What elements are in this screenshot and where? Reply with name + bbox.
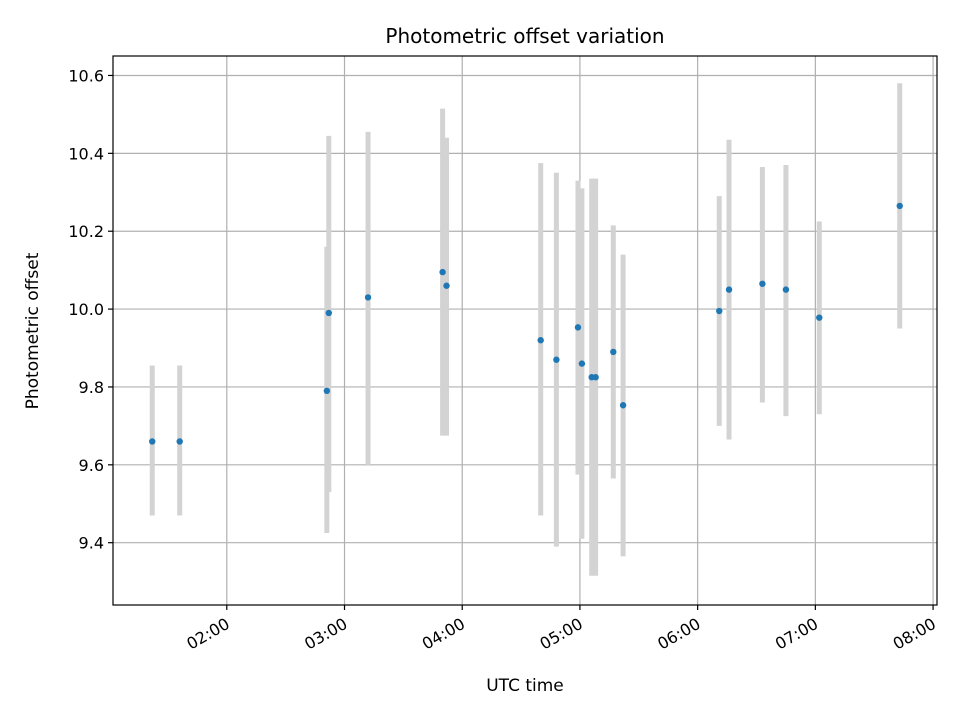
y-axis: 9.4 9.6 9.8 10.0 10.2 10.4 10.6	[68, 66, 113, 553]
data-point	[716, 307, 723, 315]
data-point	[323, 387, 331, 395]
y-axis-title: Photometric offset	[23, 252, 43, 409]
data-point	[896, 202, 903, 210]
data-point	[149, 438, 156, 445]
y-tick-label: 10.2	[68, 222, 104, 241]
plot-frame	[112, 55, 938, 606]
data-point	[176, 438, 183, 445]
chart-title: Photometric offset variation	[385, 24, 664, 48]
data-point	[816, 314, 823, 321]
data-point	[759, 280, 766, 287]
data-point	[578, 360, 586, 367]
y-tick-label: 9.8	[79, 378, 104, 397]
y-tick-label: 10.6	[68, 66, 104, 85]
data-point	[537, 337, 544, 344]
data-point	[574, 324, 582, 331]
data-point	[782, 286, 790, 293]
grid-lines	[113, 56, 937, 605]
data-point	[364, 294, 372, 301]
x-axis-title: UTC time	[486, 676, 564, 696]
data-point	[443, 282, 450, 289]
y-tick-label: 10.4	[68, 144, 104, 163]
y-tick-label: 9.6	[79, 456, 104, 475]
data-point	[610, 348, 617, 356]
y-tick-label: 9.4	[79, 534, 104, 553]
data-point	[553, 356, 560, 363]
data-point	[619, 402, 627, 409]
data-point	[592, 374, 599, 381]
data-point	[439, 268, 446, 276]
y-tick-label: 10.0	[68, 300, 104, 319]
data-points	[149, 202, 903, 445]
data-point	[325, 309, 333, 317]
data-point	[725, 286, 733, 293]
